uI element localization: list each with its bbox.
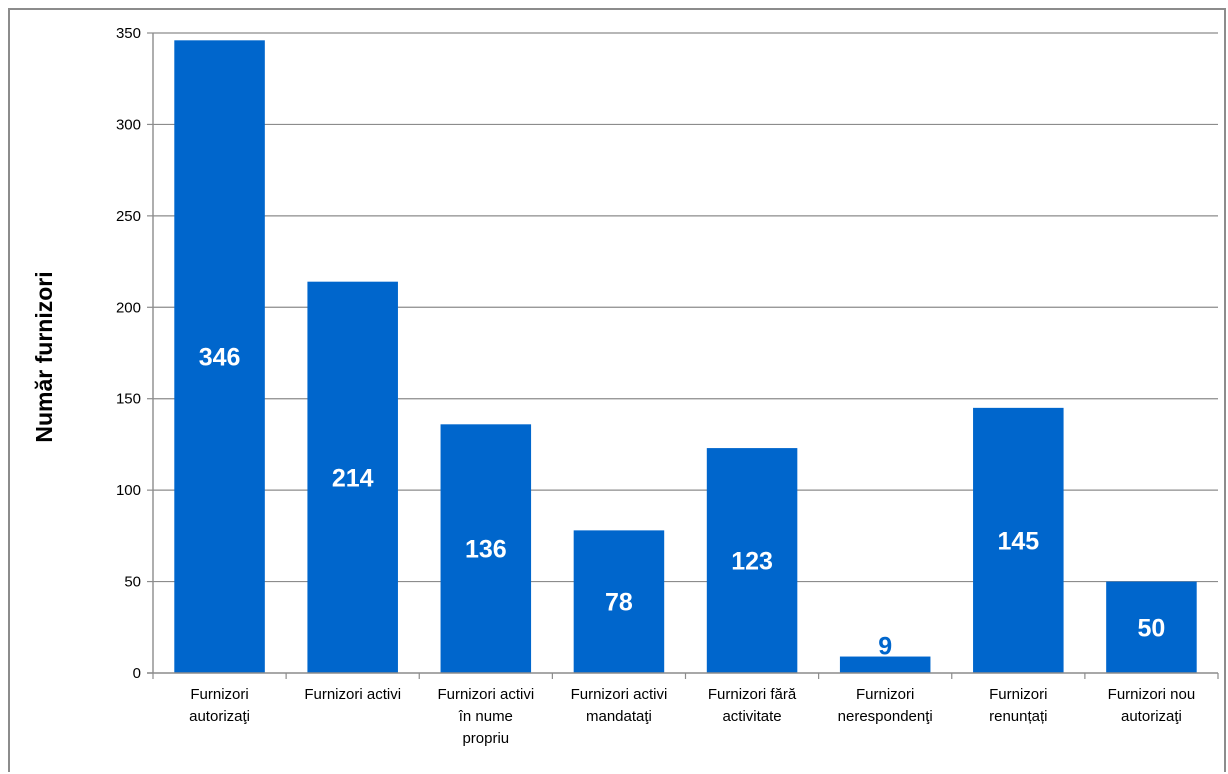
y-tick-label: 300	[116, 116, 141, 133]
axes	[147, 32, 1219, 679]
bar	[1106, 581, 1197, 673]
y-tick-label: 50	[124, 574, 141, 591]
x-category-label: autorizaţi	[1121, 708, 1182, 725]
data-label: 78	[605, 589, 633, 617]
x-category-label: Furnizori	[989, 686, 1047, 703]
y-axis-title: Număr furnizori	[31, 271, 57, 442]
x-category-label: în nume	[458, 708, 513, 725]
bar	[440, 424, 532, 673]
data-label: 346	[199, 344, 241, 372]
x-category-label: Furnizori fără	[708, 686, 797, 703]
x-category-label: Furnizori activi	[304, 686, 401, 703]
x-category-label: mandataţi	[586, 708, 652, 725]
data-label: 9	[878, 633, 892, 661]
data-label: 123	[731, 548, 773, 576]
x-category-label: Furnizori	[190, 686, 248, 703]
y-tick-label: 350	[116, 25, 141, 42]
y-tick-label: 100	[116, 482, 141, 499]
y-tick-label: 250	[116, 208, 141, 225]
bar	[307, 281, 398, 673]
bar	[839, 656, 931, 673]
y-tick-label: 200	[116, 299, 141, 316]
bar	[174, 40, 265, 674]
data-label: 136	[465, 536, 507, 564]
x-category-label: Furnizori nou	[1108, 686, 1196, 703]
x-category-label: activitate	[722, 708, 781, 725]
labels: 0 50 100 150 200 250 300 350 346 Furnizori autoriz…	[116, 25, 1195, 747]
data-label: 145	[997, 527, 1039, 555]
bar	[573, 530, 665, 673]
data-label: 214	[332, 464, 374, 492]
data-label: 50	[1138, 614, 1166, 642]
x-category-label: autorizaţi	[189, 708, 250, 725]
y-tick-label: 0	[133, 665, 141, 682]
x-category-label: Furnizori activi	[571, 686, 668, 703]
x-category-label: nerespondenţi	[838, 708, 933, 725]
y-tick-label: 150	[116, 391, 141, 408]
bar	[706, 448, 798, 673]
x-category-label: Furnizori activi	[437, 686, 534, 703]
x-category-label: propriu	[462, 730, 509, 747]
bar	[973, 407, 1064, 673]
x-category-label: Furnizori	[856, 686, 914, 703]
x-category-label: renunțați	[989, 708, 1047, 725]
bars	[174, 40, 1197, 674]
